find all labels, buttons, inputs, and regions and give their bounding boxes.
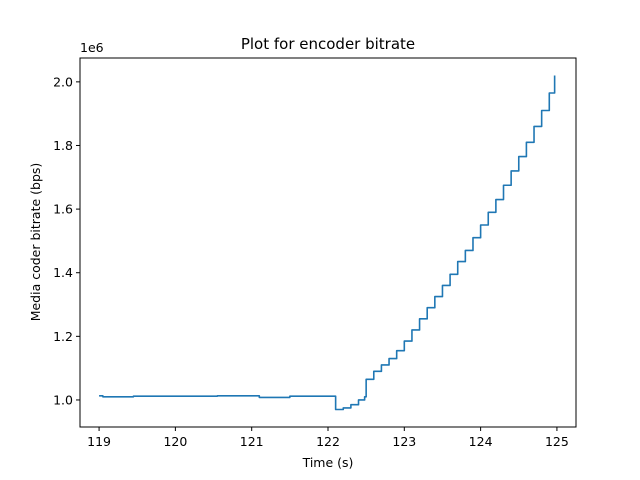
y-tick-label: 1.0	[53, 392, 73, 407]
x-axis-label: Time (s)	[302, 455, 354, 470]
x-tick-label: 125	[545, 434, 569, 449]
y-tick-label: 1.6	[53, 202, 73, 217]
x-axis-ticks: 119 120 121 122 123 124 125	[87, 427, 569, 449]
y-tick-label: 2.0	[53, 74, 73, 89]
x-tick-label: 122	[316, 434, 340, 449]
x-tick-label: 121	[240, 434, 264, 449]
y-tick-label: 1.4	[53, 265, 73, 280]
x-tick-label: 123	[392, 434, 416, 449]
chart-title: Plot for encoder bitrate	[241, 35, 415, 53]
x-tick-label: 120	[163, 434, 187, 449]
plot-frame	[79, 57, 577, 428]
y-axis-ticks: 1.0 1.2 1.4 1.6 1.8 2.0	[53, 74, 80, 407]
y-tick-label: 1.8	[53, 138, 73, 153]
bitrate-line	[99, 75, 556, 411]
y-axis-label: Media coder bitrate (bps)	[28, 163, 43, 322]
y-offset-label: 1e6	[80, 40, 104, 55]
x-tick-label: 119	[87, 434, 111, 449]
y-tick-label: 1.2	[53, 329, 73, 344]
x-tick-label: 124	[469, 434, 493, 449]
